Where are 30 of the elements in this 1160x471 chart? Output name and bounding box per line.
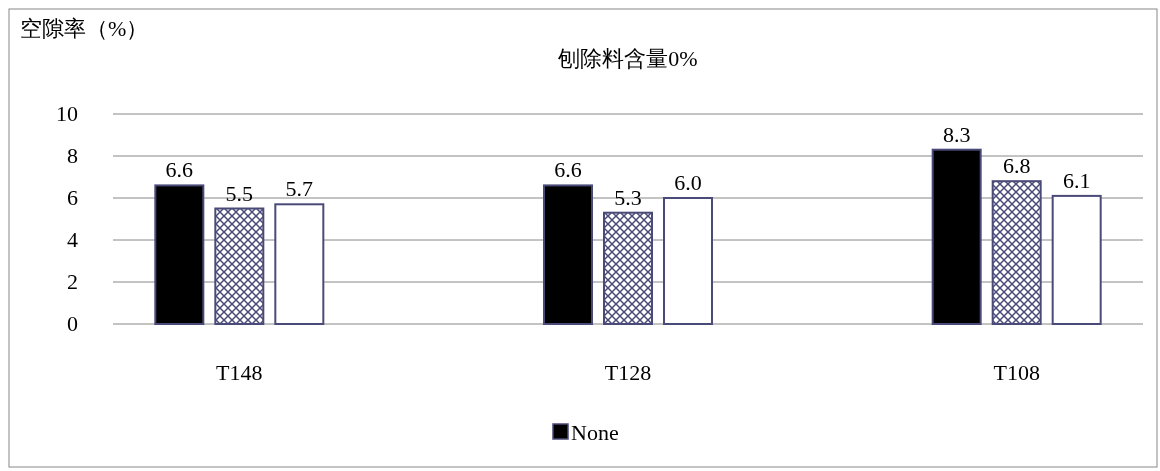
bar xyxy=(214,207,265,325)
data-label: 6.1 xyxy=(1062,167,1091,193)
bar xyxy=(991,180,1042,325)
bar xyxy=(274,203,325,325)
y-axis-title: 空隙率（%） xyxy=(20,16,149,41)
data-label: 5.3 xyxy=(614,184,642,210)
data-label: 6.6 xyxy=(165,157,194,183)
x-tick-label: T148 xyxy=(216,360,263,385)
data-label: 5.7 xyxy=(285,176,314,202)
y-tick-label: 6 xyxy=(67,185,78,210)
bar xyxy=(603,211,653,325)
x-tick-label: T108 xyxy=(993,360,1040,385)
data-label: 6.0 xyxy=(674,170,702,195)
data-label: 6.8 xyxy=(1002,153,1031,179)
y-tick-label: 0 xyxy=(67,311,78,336)
y-tick-label: 10 xyxy=(56,101,78,126)
x-tick-label: T128 xyxy=(604,360,652,385)
y-tick-label: 2 xyxy=(67,269,78,294)
y-tick-label: 8 xyxy=(67,143,78,168)
chart-title: 刨除料含量0% xyxy=(557,46,698,71)
data-label: 5.5 xyxy=(225,180,254,206)
y-tick-label: 4 xyxy=(67,227,78,252)
bar xyxy=(663,197,713,325)
data-label: 6.6 xyxy=(554,157,582,183)
bar xyxy=(1051,194,1102,325)
data-label: 8.3 xyxy=(942,121,971,147)
bar xyxy=(154,184,205,325)
legend-label: None xyxy=(571,420,619,445)
bar xyxy=(543,184,593,325)
bar xyxy=(931,148,982,325)
